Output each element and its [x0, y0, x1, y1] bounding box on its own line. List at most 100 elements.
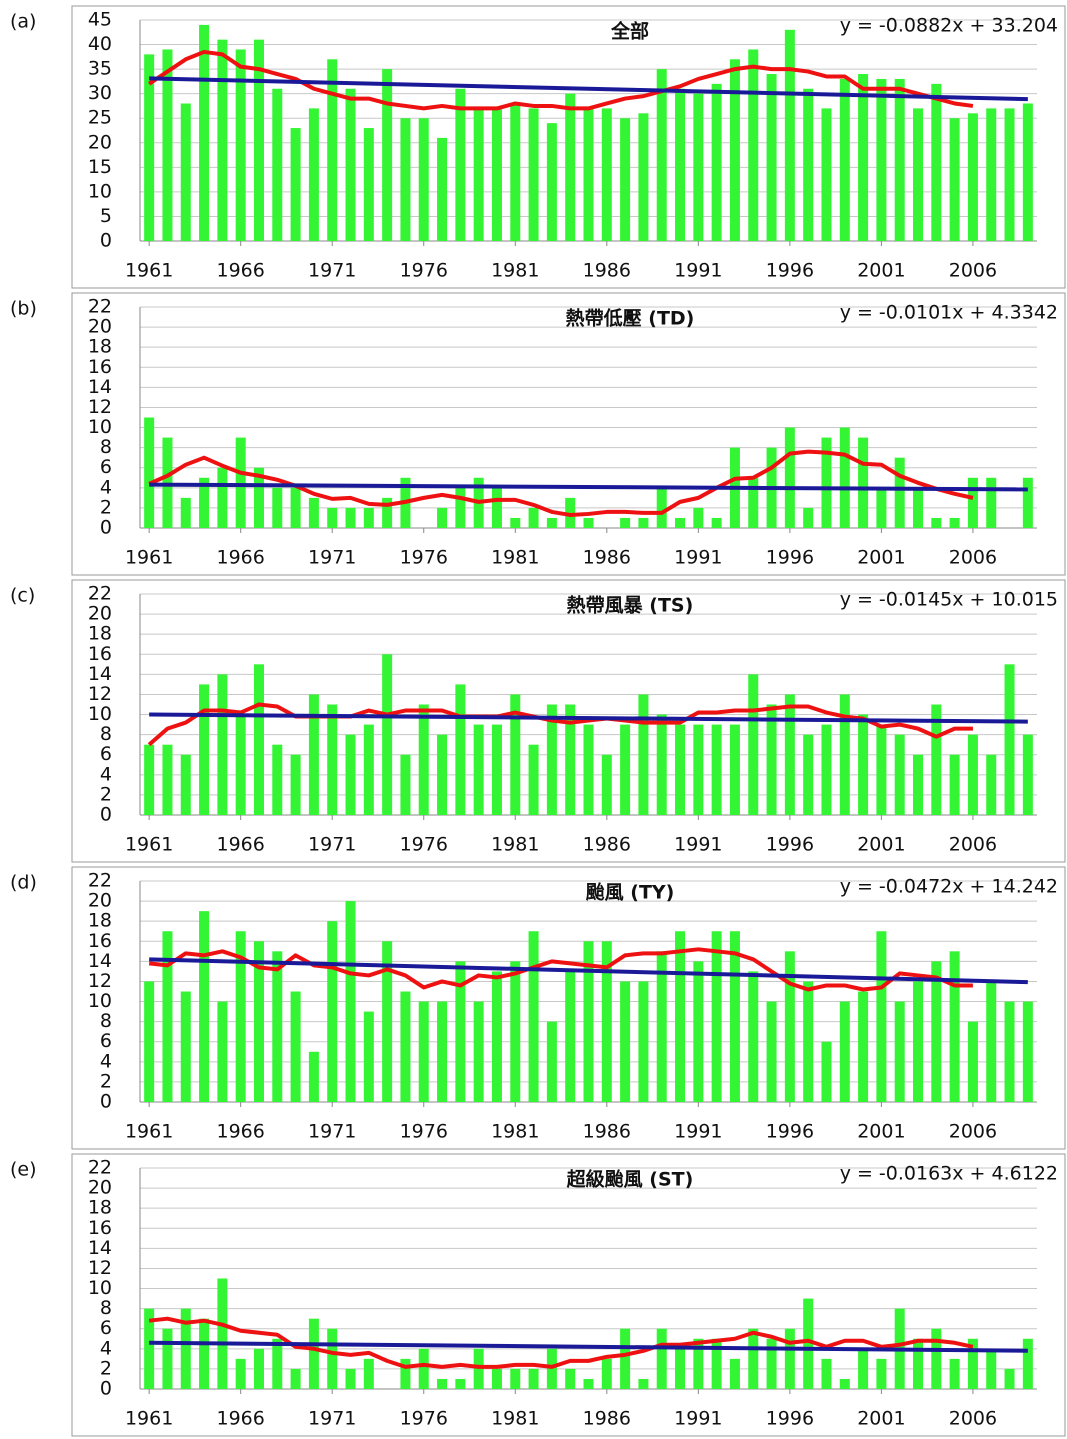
bar: [967, 477, 978, 528]
bar: [986, 477, 997, 528]
bar: [583, 108, 594, 242]
bar: [199, 911, 210, 1102]
bar: [144, 981, 155, 1102]
bar: [327, 704, 338, 815]
bar: [638, 517, 649, 528]
panel-label: (d): [10, 872, 37, 894]
bar: [1022, 1338, 1033, 1389]
bar: [620, 118, 631, 241]
x-tick-label: 2001: [857, 1121, 905, 1143]
bar: [949, 754, 960, 815]
y-tick-label: 20: [88, 131, 112, 153]
bar: [620, 981, 631, 1102]
bar: [510, 103, 521, 241]
y-tick-label: 0: [100, 1091, 112, 1113]
bar: [217, 1001, 228, 1102]
bar: [253, 941, 264, 1102]
bar: [913, 108, 924, 242]
bar: [180, 103, 191, 241]
y-tick-label: 40: [88, 33, 112, 55]
bar: [620, 1328, 631, 1389]
bar: [272, 88, 283, 241]
bar: [382, 497, 393, 528]
bar: [473, 1001, 484, 1102]
bar: [729, 724, 740, 815]
bar: [455, 684, 466, 815]
panel-label: (c): [10, 585, 35, 607]
x-tick-label: 1981: [491, 547, 539, 569]
bar: [437, 507, 448, 528]
bar: [1004, 108, 1015, 242]
bar: [967, 113, 978, 241]
chart-title: 颱風 (TY): [586, 881, 675, 904]
bar: [1022, 103, 1033, 241]
y-tick-label: 22: [88, 296, 112, 318]
chart-title: 熱帶低壓 (TD): [566, 307, 695, 330]
bar: [748, 49, 759, 241]
x-tick-label: 1981: [491, 1121, 539, 1143]
bar: [400, 118, 411, 241]
bar: [235, 931, 246, 1102]
bar: [821, 724, 832, 815]
bar: [803, 88, 814, 241]
line: [149, 712, 1028, 724]
bar: [162, 1328, 173, 1389]
y-tick-label: 16: [88, 930, 112, 952]
x-tick-label: 2006: [949, 834, 997, 856]
bar: [180, 497, 191, 528]
bar: [418, 1001, 429, 1102]
bar: [601, 754, 612, 815]
bar: [235, 49, 246, 241]
bar: [913, 487, 924, 528]
panel-frame: [71, 292, 1066, 576]
y-tick-label: 18: [88, 623, 112, 645]
x-tick-label: 1986: [583, 260, 631, 282]
y-tick-label: 14: [88, 1237, 112, 1259]
bar: [491, 1368, 502, 1389]
bar: [290, 1368, 301, 1389]
bar: [253, 1348, 264, 1389]
y-tick-label: 12: [88, 396, 112, 418]
y-tick-label: 10: [88, 416, 112, 438]
bar: [839, 1001, 850, 1102]
chart-title: 熱帶風暴 (TS): [567, 594, 694, 617]
y-tick-label: 45: [88, 9, 112, 31]
panel-label: (e): [10, 1159, 37, 1181]
y-tick-label: 2: [100, 496, 112, 518]
x-tick-label: 2006: [949, 1121, 997, 1143]
x-tick-label: 2001: [857, 260, 905, 282]
bar: [382, 654, 393, 815]
bar: [729, 1358, 740, 1389]
bar: [308, 1051, 319, 1102]
line: [148, 449, 974, 517]
bar: [748, 477, 759, 528]
y-tick-label: 10: [88, 180, 112, 202]
trend-equation: y = -0.0163x + 4.6122: [840, 1163, 1058, 1185]
y-tick-label: 0: [100, 1378, 112, 1400]
bar: [931, 83, 942, 241]
bar: [382, 941, 393, 1102]
bar: [546, 1021, 557, 1102]
bar: [144, 744, 155, 815]
bar: [913, 754, 924, 815]
x-tick-label: 1996: [766, 1121, 814, 1143]
bar: [931, 961, 942, 1102]
bar: [491, 108, 502, 242]
bar: [308, 1318, 319, 1389]
y-tick-label: 6: [100, 456, 112, 478]
y-tick-label: 6: [100, 743, 112, 765]
bar: [437, 734, 448, 815]
bar: [382, 69, 393, 241]
bar: [656, 69, 667, 241]
x-tick-label: 2006: [949, 547, 997, 569]
bar: [986, 1348, 997, 1389]
bar: [784, 427, 795, 528]
x-tick-label: 1966: [217, 547, 265, 569]
bar: [913, 1338, 924, 1389]
bar: [546, 123, 557, 241]
bar: [601, 941, 612, 1102]
bar: [565, 971, 576, 1102]
bar: [693, 724, 704, 815]
y-tick-label: 35: [88, 58, 112, 80]
bar: [876, 931, 887, 1102]
